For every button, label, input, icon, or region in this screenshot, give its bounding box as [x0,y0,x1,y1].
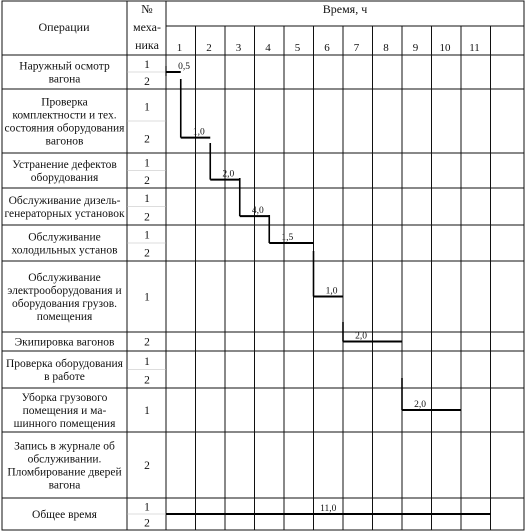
mechanic-number: 2 [144,175,150,187]
operation-name-line: Проверка [41,97,88,109]
mechanic-number: 2 [144,211,150,223]
header-mechanic-line-1: № [141,2,152,16]
header-mechanic-line-2: меха- [133,20,161,34]
operation-name-line: вагонов [46,136,84,148]
operation-name-line: помещения и ма- [23,405,107,417]
operation-name-line: состояния оборудования [5,123,126,135]
operation-name-line: Запись в журнале об [14,441,115,453]
operation-name-line: вагона [49,480,81,492]
mechanic-number: 2 [144,133,150,145]
mechanic-number: 1 [144,157,150,169]
mechanic-number: 1 [144,101,150,113]
operation-name-line: Обслуживание дизель- [9,195,121,207]
operation-name-line: Обслуживание [28,232,101,244]
operation-name-line: обслуживании. [28,454,102,466]
time-bars: 0,5 1,0 2,0 4,0 1,5 1,0 2,0 2,0 11,0 [165,62,491,515]
time-bar-label: 11,0 [320,504,337,514]
time-bar-label: 2,0 [222,170,234,180]
time-bar-label: 2,0 [414,400,426,410]
mechanic-number: 2 [144,248,150,260]
header-operations: Операции [38,20,90,34]
operation-name-line: комплектности и тех. [12,110,116,122]
time-bar-label: 4,0 [252,206,264,216]
operation-rows: Наружный осмотрвагона12Проверкакомплектн… [4,59,150,529]
mechanic-number: 2 [144,460,150,472]
operation-name-line: Пломбирование дверей [7,467,121,479]
hour-tick-label: 4 [265,42,271,54]
hour-tick-label: 1 [177,42,183,54]
hour-tick-label: 11 [469,42,480,54]
operation-name-line: в работе [44,371,85,383]
operation-name-line: Обслуживание [28,272,101,284]
hour-tick-label: 3 [236,42,242,54]
operation-name-line: вагона [49,74,81,86]
mechanic-number: 1 [144,230,150,242]
operation-name-line: Проверка оборудования [6,358,124,370]
time-bar-label: 2,0 [355,332,367,342]
hour-ticks: 1 2 3 4 5 6 7 8 9 10 11 [177,42,480,54]
mechanic-number: 2 [144,337,150,349]
hour-tick-label: 6 [324,42,330,54]
operation-name-line: оборудования [31,172,99,184]
time-bar-label: 0,5 [178,62,190,72]
operation-name-line: Уборка грузового [22,392,108,404]
operation-name-line: оборудования грузов. [12,298,117,310]
mechanic-number: 1 [144,356,150,368]
operation-name-line: холодильных установ [11,245,118,257]
mechanic-number: 1 [144,193,150,205]
mechanic-number: 2 [144,76,150,88]
mechanic-number: 1 [144,59,150,71]
operation-name-line: помещения [37,311,93,323]
hour-tick-label: 2 [206,42,212,54]
mechanic-number: 1 [144,405,150,417]
operation-name-line: Общее время [32,509,98,521]
table-header: Операции № меха- ника Время, ч [38,2,367,52]
operation-name-line: Экипировка вагонов [15,337,115,349]
operation-name-line: Устранение дефектов [12,159,117,171]
mechanic-number: 1 [144,292,150,304]
hour-tick-label: 7 [354,42,360,54]
mechanic-number: 1 [144,502,150,514]
operation-name-line: генераторных установок [4,208,124,220]
hour-tick-label: 10 [440,42,452,54]
hour-tick-label: 5 [295,42,301,54]
mechanic-number: 2 [144,518,150,530]
mechanic-number: 2 [144,374,150,386]
time-bar-label: 1,0 [193,128,205,138]
time-bar-label: 1,0 [326,287,338,297]
header-mechanic-line-3: ника [135,38,159,52]
operation-name-line: Наружный осмотр [19,61,110,73]
time-bar-label: 1,5 [281,233,293,243]
hour-tick-label: 9 [413,42,419,54]
operation-name-line: электрооборудования и [7,285,121,297]
header-time: Время, ч [323,2,367,16]
operation-name-line: шинного помещения [14,418,116,430]
hour-tick-label: 8 [383,42,389,54]
